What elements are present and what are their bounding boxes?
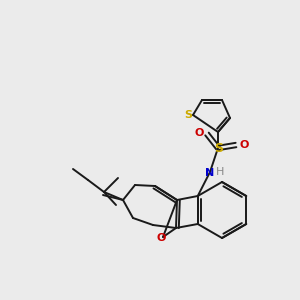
Text: O: O <box>240 140 249 150</box>
Text: S: S <box>184 110 192 120</box>
Text: O: O <box>195 128 204 138</box>
Text: S: S <box>214 142 224 154</box>
Text: O: O <box>156 233 166 243</box>
Text: H: H <box>216 167 224 177</box>
Text: N: N <box>206 168 214 178</box>
